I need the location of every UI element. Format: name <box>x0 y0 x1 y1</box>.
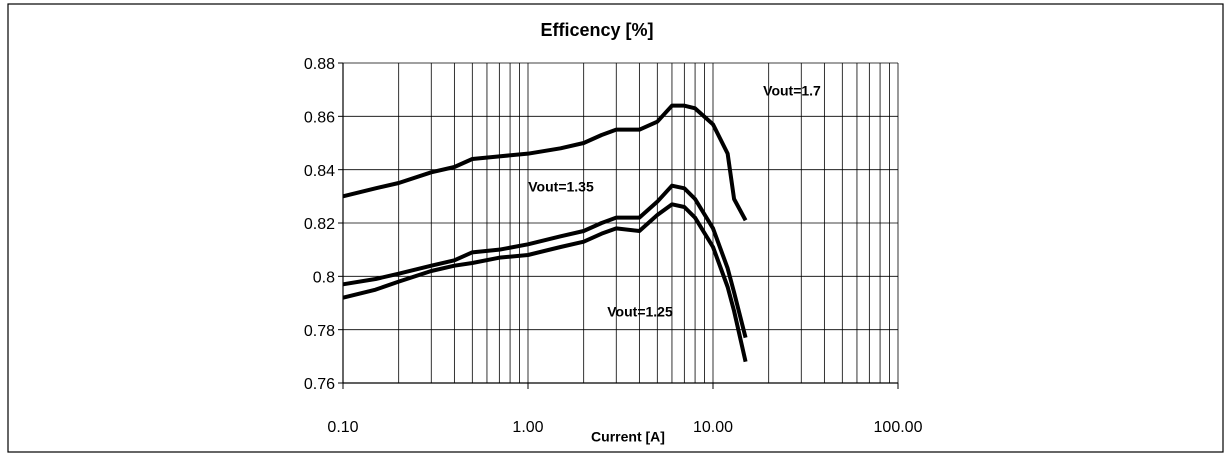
y-tick-label: 0.88 <box>304 56 335 73</box>
y-tick-label: 0.8 <box>313 270 335 287</box>
chart-title: Efficency [%] <box>540 20 653 40</box>
series-label: Vout=1.25 <box>607 304 673 320</box>
series-label: Vout=1.35 <box>528 179 594 195</box>
series-line <box>342 183 748 339</box>
x-tick-label: 10.00 <box>693 419 733 436</box>
x-tick-label: 0.10 <box>327 419 358 436</box>
series-line <box>342 202 748 363</box>
series-line <box>342 103 748 222</box>
y-tick-label: 0.76 <box>304 376 335 393</box>
y-tick-label: 0.86 <box>304 110 335 127</box>
x-tick-label: 1.00 <box>512 419 543 436</box>
y-tick-label: 0.78 <box>304 323 335 340</box>
series-label: Vout=1.7 <box>763 83 821 99</box>
x-tick-label: 100.00 <box>874 419 923 436</box>
x-axis-label: Current [A] <box>591 429 665 445</box>
y-tick-label: 0.82 <box>304 216 335 233</box>
y-tick-label: 0.84 <box>304 163 335 180</box>
